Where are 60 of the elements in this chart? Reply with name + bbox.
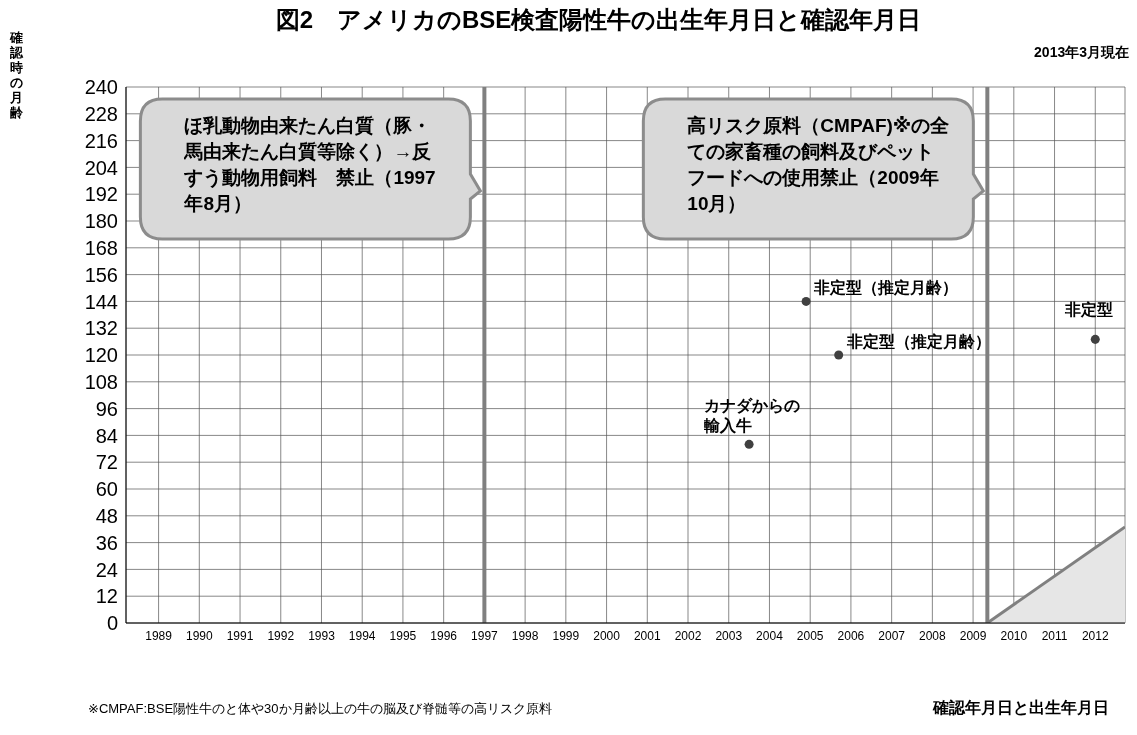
- y-tick-label: 84: [95, 424, 118, 447]
- y-tick-label: 228: [84, 102, 118, 125]
- point: [744, 439, 754, 449]
- y-tick-label: 72: [95, 451, 118, 474]
- x-tick-label: 2006: [837, 628, 865, 643]
- y-tick-label: 168: [84, 236, 118, 259]
- annotation: 非定型: [1064, 301, 1114, 319]
- x-tick-label: 2007: [878, 628, 906, 643]
- x-tick-label: 1989: [145, 628, 173, 643]
- y-tick-label: 36: [95, 531, 118, 554]
- y-tick-label: 132: [84, 317, 118, 340]
- point: [801, 296, 811, 306]
- x-tick-label: 1995: [389, 628, 417, 643]
- y-tick-label: 48: [95, 504, 118, 527]
- x-tick-label: 2000: [593, 628, 621, 643]
- x-tick-label: 1996: [430, 628, 458, 643]
- x-tick-label: 1991: [226, 628, 254, 643]
- x-tick-label: 1992: [267, 628, 295, 643]
- y-tick-label: 60: [95, 478, 118, 501]
- chart-title: 図2 アメリカのBSE検査陽性牛の出生年月日と確認年月日: [275, 6, 922, 33]
- point: [1090, 334, 1100, 344]
- x-tick-label: 2001: [633, 628, 661, 643]
- ref-line-label: ほ乳動物由来たん白質（豚・馬由来たん白質等除く）→反すう動物用飼料 禁止（1997年8月）: [184, 114, 437, 216]
- x-axis-title: 確認年月日と出生年月日: [933, 698, 1109, 718]
- y-tick-label: 180: [84, 210, 118, 233]
- x-tick-label: 1994: [348, 628, 376, 643]
- y-tick-label: 96: [95, 397, 118, 420]
- x-tick-label: 2008: [919, 628, 947, 643]
- x-tick-label: 1993: [308, 628, 336, 643]
- text: ※CMPAF:BSE陽性牛のと体や30か月齢以上の牛の脳及び脊髄等の高リスク原料: [88, 700, 552, 718]
- y-tick-label: 240: [84, 76, 118, 99]
- x-tick-label: 2010: [1000, 628, 1028, 643]
- y-tick-label: 120: [84, 344, 118, 367]
- x-tick-label: 2011: [1041, 628, 1068, 643]
- x-tick-label: 2004: [756, 628, 784, 643]
- y-tick-label: 192: [84, 183, 118, 206]
- y-tick-label: 216: [84, 129, 118, 152]
- x-tick-label: 1998: [511, 628, 539, 643]
- x-tick-label: 2002: [674, 628, 702, 643]
- x-tick-label: 2003: [715, 628, 743, 643]
- x-tick-label: 2005: [796, 628, 824, 643]
- x-tick-label: 2009: [959, 628, 987, 643]
- ref-line-label: 高リスク原料（CMPAF)※の全ての家畜種の飼料及びペットフードへの使用禁止（2009年10月）: [687, 114, 950, 216]
- annotation: 非定型（推定月齢）: [813, 279, 959, 298]
- x-tick-label: 1997: [471, 628, 499, 643]
- y-axis-title: 確認時の月齢: [10, 30, 24, 120]
- y-tick-label: 144: [84, 290, 118, 313]
- point: [834, 350, 844, 360]
- x-tick-label: 1999: [552, 628, 580, 643]
- x-tick-label: 2012: [1081, 628, 1109, 643]
- chart-subtitle: 2013年3月現在: [1034, 44, 1129, 62]
- y-tick-label: 24: [95, 558, 118, 581]
- y-tick-label: 156: [84, 263, 118, 286]
- annotation: 非定型（推定月齢）: [845, 333, 991, 351]
- y-tick-label: 0: [106, 612, 118, 635]
- y-tick-label: 12: [95, 585, 118, 608]
- x-tick-label: 1990: [185, 628, 213, 643]
- y-tick-label: 108: [84, 370, 118, 393]
- annotation: カナダからの輸入牛: [704, 396, 802, 437]
- y-tick-label: 204: [84, 156, 118, 179]
